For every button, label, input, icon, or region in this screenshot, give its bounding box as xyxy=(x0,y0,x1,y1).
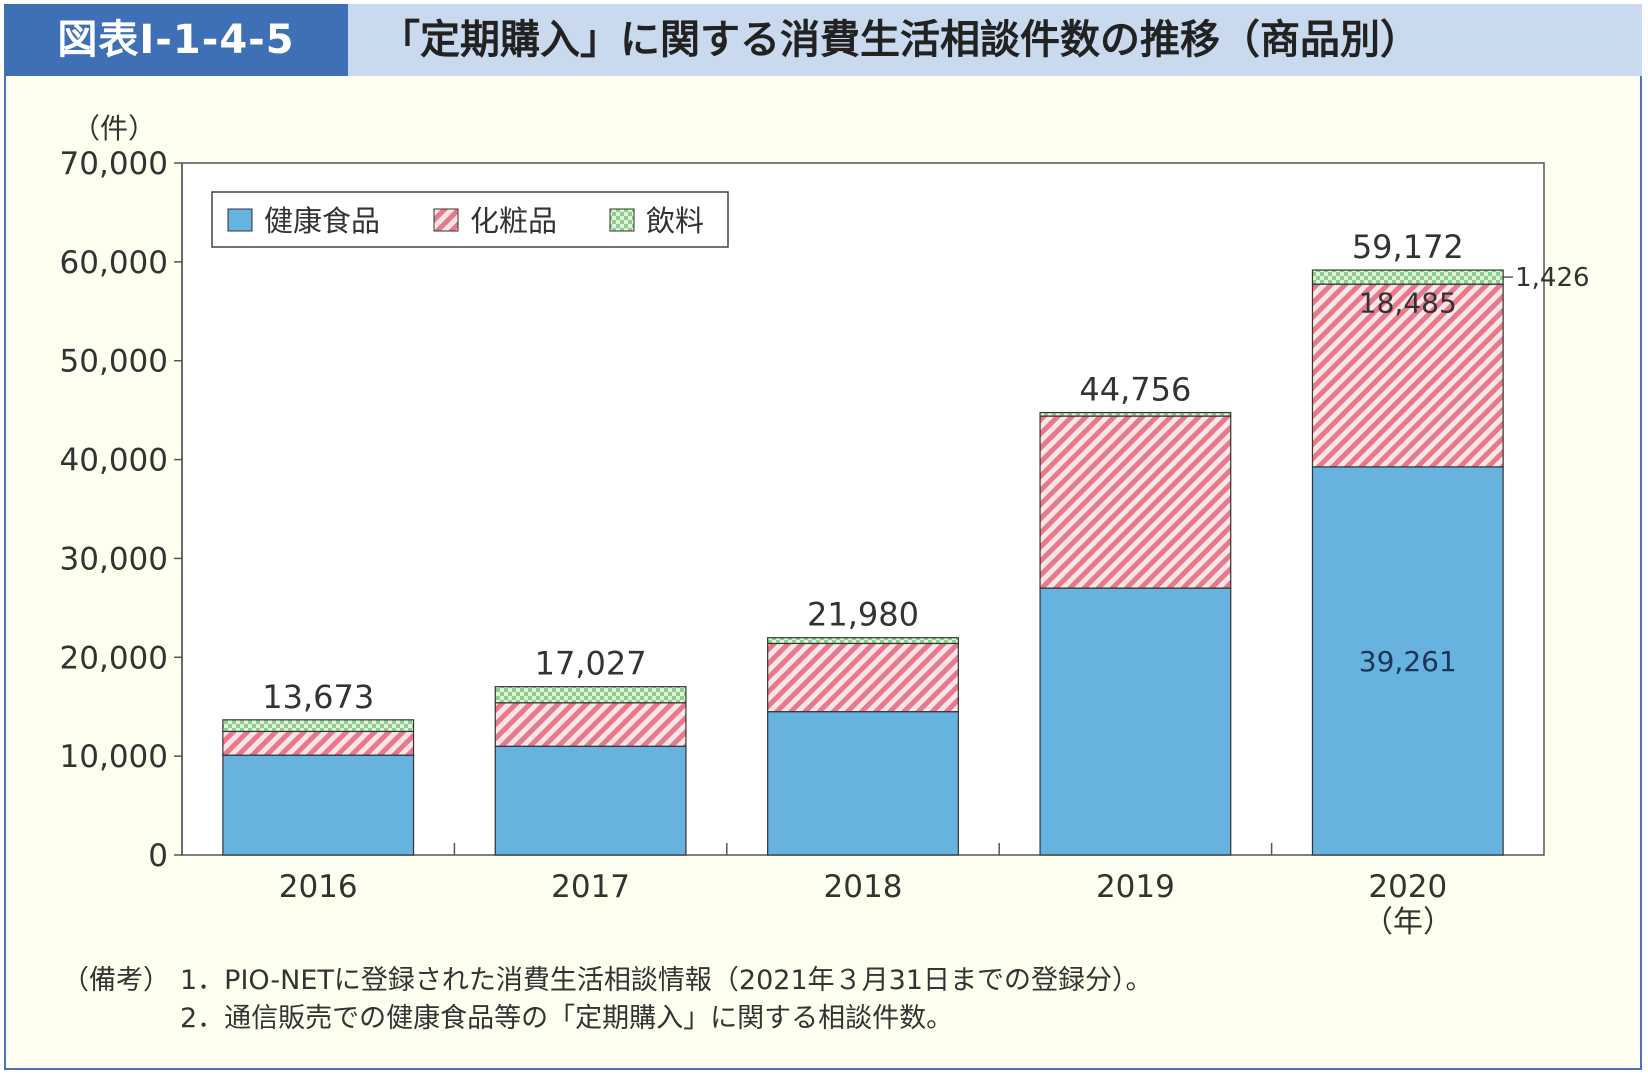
y-tick-label: 60,000 xyxy=(60,245,168,281)
legend-swatch-drinks xyxy=(609,208,635,232)
note-row-1: （備考） 1．PIO-NETに登録された消費生活相談情報（2021年３月31日ま… xyxy=(62,962,1153,1000)
bar-segment-health-food xyxy=(1039,587,1232,856)
legend-label-cosmetics: 化粧品 xyxy=(470,204,557,238)
bar-segment-drinks xyxy=(1039,411,1232,417)
notes-lead: （備考） xyxy=(62,965,170,996)
bar-segment-health-food xyxy=(767,711,959,856)
annotation-health-food-2020: 39,261 xyxy=(1359,645,1457,678)
note-item-2: 2．通信販売での健康食品等の「定期購入」に関する相談件数。 xyxy=(180,1003,954,1034)
bar-total-label: 44,756 xyxy=(1079,371,1191,409)
bar-segment-cosmetics xyxy=(494,702,687,747)
bar-segment-health-food xyxy=(494,745,687,856)
note-row-2: 2．通信販売での健康食品等の「定期購入」に関する相談件数。 xyxy=(62,1000,1153,1038)
legend-box xyxy=(211,191,729,248)
notes: （備考） 1．PIO-NETに登録された消費生活相談情報（2021年３月31日ま… xyxy=(62,962,1153,1038)
legend-swatch-health-food xyxy=(227,208,253,232)
annotation-drinks-2020: 1,426 xyxy=(1515,263,1589,293)
legend-label-health-food: 健康食品 xyxy=(264,204,380,238)
x-axis-unit: （年） xyxy=(1363,905,1453,940)
figure-title: 「定期購入」に関する消費生活相談件数の推移（商品別） xyxy=(380,17,1420,63)
figure-label: 図表Ⅰ-1-4-5 xyxy=(4,4,348,76)
y-tick-label: 0 xyxy=(148,838,168,874)
bars-group xyxy=(222,269,1504,856)
y-tick-label: 10,000 xyxy=(60,739,168,775)
x-axis: 2016 2017 2018 2019 2020 xyxy=(279,843,1447,905)
bar-total-label: 17,027 xyxy=(535,645,647,683)
bar-segment-drinks xyxy=(1311,269,1504,285)
bar-segment-cosmetics xyxy=(222,730,415,756)
y-tick-label: 70,000 xyxy=(60,146,168,182)
y-tick-label: 30,000 xyxy=(60,541,168,577)
x-tick-label: 2017 xyxy=(551,869,630,905)
y-tick-label: 20,000 xyxy=(60,640,168,676)
y-axis: 0 10,000 20,000 30,000 40,000 50,000 60,000 70,… xyxy=(60,146,183,874)
y-tick-label: 40,000 xyxy=(60,443,168,479)
annotation-cosmetics-2020: 18,485 xyxy=(1359,286,1457,319)
bar-segment-health-food xyxy=(222,754,415,856)
bar-segment-drinks xyxy=(767,637,959,645)
x-tick-label: 2016 xyxy=(279,869,358,905)
y-tick-label: 50,000 xyxy=(60,344,168,380)
x-tick-label: 2020 xyxy=(1368,869,1447,905)
bar-segment-cosmetics xyxy=(767,642,959,713)
bar-segment-drinks xyxy=(222,719,415,733)
bar-total-label: 59,172 xyxy=(1352,228,1464,266)
bar-segment-health-food xyxy=(1311,466,1504,856)
bar-segment-drinks xyxy=(494,686,687,704)
bar-total-label: 21,980 xyxy=(807,596,919,634)
bar-segment-cosmetics xyxy=(1039,415,1232,589)
note-item-1: 1．PIO-NETに登録された消費生活相談情報（2021年３月31日までの登録分… xyxy=(180,965,1153,996)
legend-label-drinks: 飲料 xyxy=(646,204,704,238)
y-axis-unit: （件） xyxy=(72,112,156,145)
bar-total-label: 13,673 xyxy=(262,678,374,716)
legend-swatch-cosmetics xyxy=(433,208,459,232)
value-labels: 13,673 17,027 21,980 44,756 59,172 39,261 18,4… xyxy=(262,228,1589,716)
x-tick-label: 2019 xyxy=(1096,869,1175,905)
legend: 健康食品 化粧品 飲料 xyxy=(211,191,729,248)
x-tick-label: 2018 xyxy=(824,869,903,905)
bar-segment-cosmetics xyxy=(1311,283,1504,468)
